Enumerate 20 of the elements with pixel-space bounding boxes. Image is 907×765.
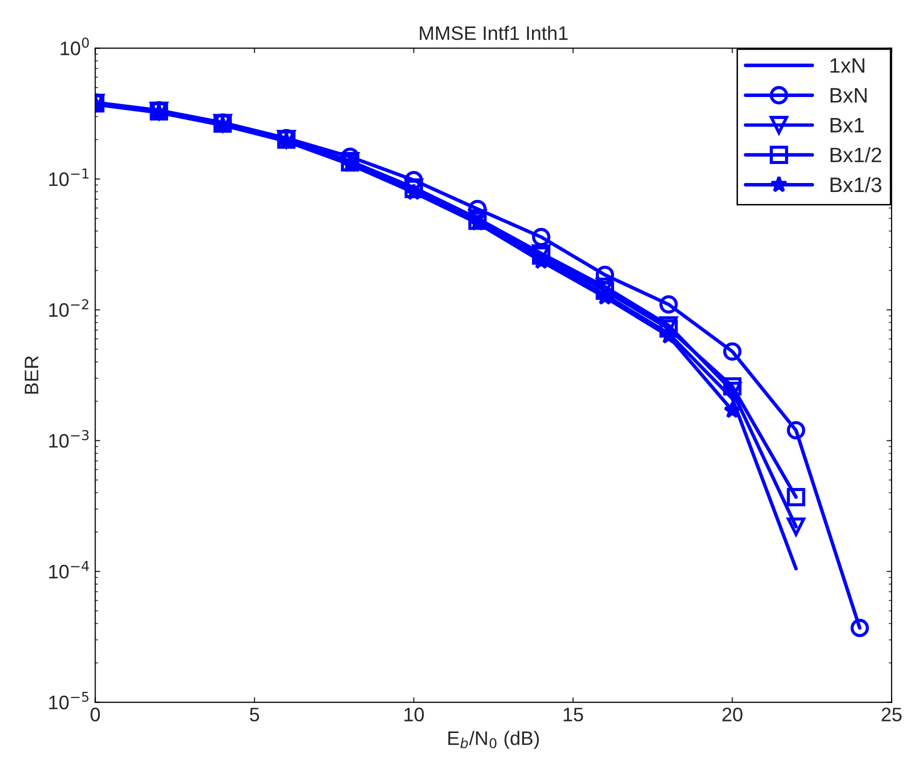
- y-tick-label: 10$^{0}$: [60, 38, 89, 56]
- legend-label: 1xN: [830, 58, 864, 73]
- y-tick-label: 10$^{−2}$: [49, 299, 88, 317]
- legend-label: Bx1/3: [830, 176, 882, 192]
- legend-label: Bx1/2: [830, 147, 882, 162]
- x-tick-label: 25: [882, 708, 902, 722]
- legend-label: BxN: [830, 88, 867, 103]
- x-axis-title: E$_{b}$/N$_{0}$ (dB): [448, 730, 539, 749]
- y-tick-label: 10$^{−4}$: [49, 561, 89, 579]
- x-tick-label: 20: [722, 708, 742, 722]
- chart-title: MMSE Intf1 Inth1: [420, 26, 568, 40]
- y-tick-label: 10$^{−5}$: [49, 692, 88, 710]
- y-axis-title: BER: [24, 356, 38, 394]
- y-tick-label: 10$^{−3}$: [49, 430, 89, 448]
- x-tick-label: 15: [564, 708, 584, 722]
- x-tick-label: 5: [250, 708, 260, 722]
- legend-label: Bx1: [830, 118, 864, 132]
- y-tick-label: 10$^{−1}$: [49, 168, 88, 186]
- x-tick-label: 10: [404, 708, 424, 722]
- x-tick-label: 0: [90, 708, 100, 722]
